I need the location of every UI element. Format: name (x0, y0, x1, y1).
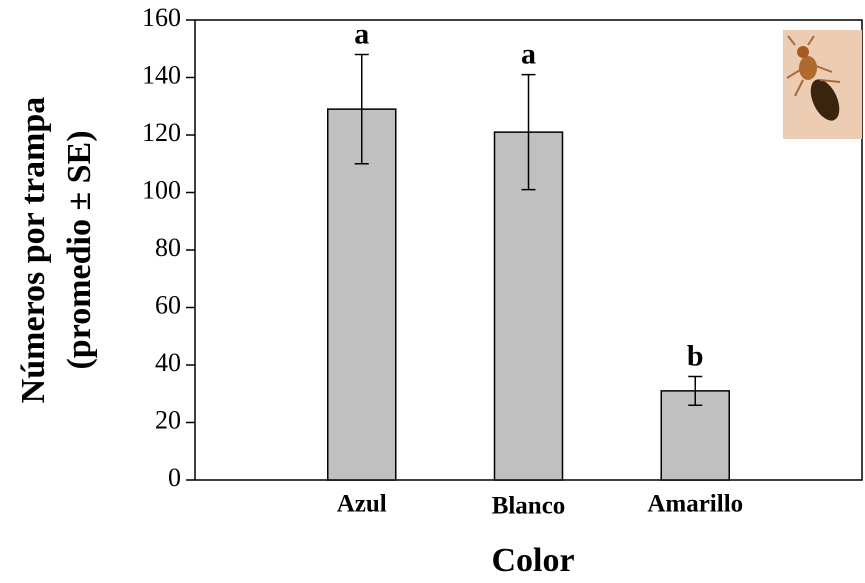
y-tick-label: 60 (155, 290, 181, 319)
y-tick-label: 0 (168, 463, 181, 492)
insect-photo (783, 30, 862, 139)
y-tick-label: 140 (142, 60, 181, 89)
significance-letter: b (687, 339, 704, 372)
y-tick-label: 40 (155, 348, 181, 377)
y-tick-label: 100 (142, 175, 181, 204)
significance-letter: a (521, 38, 536, 71)
bar (328, 109, 396, 480)
y-tick-label: 120 (142, 118, 181, 147)
y-axis-label: (promedio ± SE) (61, 130, 98, 369)
x-tick-label: Azul (337, 491, 387, 518)
chart: Números por trampa (promedio ± SE) Color… (0, 0, 865, 583)
x-tick-label: Blanco (492, 493, 566, 520)
significance-letter: a (354, 17, 369, 50)
y-tick-label: 20 (155, 405, 181, 434)
x-axis-label: Color (491, 542, 574, 579)
y-tick-label: 160 (142, 3, 181, 32)
y-axis-label: Números por trampa (15, 97, 52, 404)
x-tick-label: Amarillo (647, 491, 743, 518)
y-tick-label: 80 (155, 233, 181, 262)
